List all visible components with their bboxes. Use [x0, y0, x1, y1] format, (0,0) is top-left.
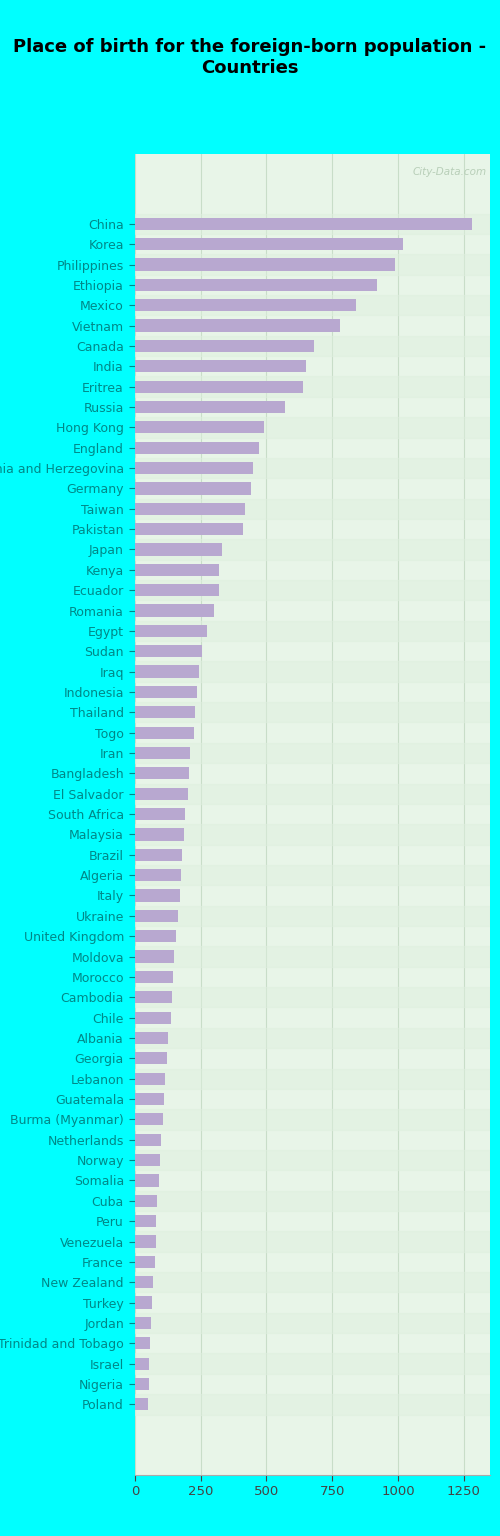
Bar — [135, 788, 188, 800]
Bar — [135, 218, 471, 230]
Bar — [135, 462, 254, 475]
Bar — [135, 214, 490, 233]
Bar — [135, 1215, 156, 1227]
Bar — [135, 300, 356, 312]
Bar — [135, 336, 490, 356]
Text: City-Data.com: City-Data.com — [412, 167, 486, 177]
Bar — [135, 418, 490, 438]
Bar — [135, 1398, 147, 1410]
Bar — [135, 1358, 150, 1370]
Bar — [135, 743, 490, 763]
Bar — [135, 849, 182, 860]
Bar — [135, 662, 490, 682]
Bar — [135, 1353, 490, 1373]
Bar — [135, 702, 490, 722]
Bar — [135, 401, 285, 413]
Bar — [135, 381, 304, 393]
Bar — [135, 808, 185, 820]
Bar — [135, 665, 200, 677]
Bar — [135, 946, 490, 966]
Bar — [135, 258, 396, 270]
Bar — [135, 1069, 490, 1089]
Bar — [135, 865, 490, 885]
Bar — [135, 1072, 165, 1084]
Bar — [135, 1114, 162, 1126]
Bar — [135, 564, 219, 576]
Bar — [135, 1094, 164, 1104]
Bar — [135, 255, 490, 275]
Bar — [135, 1276, 154, 1289]
Bar — [135, 1395, 490, 1415]
Bar — [135, 1032, 168, 1044]
Bar — [135, 707, 196, 719]
Bar — [135, 951, 174, 963]
Bar — [135, 339, 314, 352]
Bar — [135, 971, 173, 983]
Bar — [135, 544, 222, 556]
Bar — [135, 768, 189, 779]
Bar — [135, 482, 250, 495]
Bar — [135, 1012, 170, 1023]
Bar — [135, 458, 490, 478]
Bar — [135, 906, 490, 926]
Bar — [135, 502, 246, 515]
Bar — [135, 581, 490, 601]
Bar — [135, 1296, 152, 1309]
Bar — [135, 584, 219, 596]
Bar — [135, 1175, 158, 1186]
Bar — [135, 605, 214, 616]
Bar — [135, 727, 194, 739]
Text: Place of birth for the foreign-born population -
Countries: Place of birth for the foreign-born popu… — [14, 38, 486, 77]
Bar — [135, 1195, 158, 1207]
Bar — [135, 991, 172, 1003]
Bar — [135, 621, 490, 641]
Bar — [135, 1338, 150, 1350]
Bar — [135, 687, 197, 697]
Bar — [135, 889, 180, 902]
Bar — [135, 909, 178, 922]
Bar — [135, 931, 176, 942]
Bar — [135, 319, 340, 332]
Bar — [135, 238, 403, 250]
Bar — [135, 1378, 148, 1390]
Bar — [135, 1232, 490, 1252]
Bar — [135, 359, 306, 372]
Bar — [135, 828, 184, 840]
Bar — [135, 1235, 156, 1247]
Bar — [135, 421, 264, 433]
Bar — [135, 1256, 154, 1269]
Bar — [135, 1154, 160, 1166]
Bar — [135, 539, 490, 559]
Bar — [135, 524, 243, 535]
Bar — [135, 645, 202, 657]
Bar — [135, 825, 490, 845]
Bar — [135, 442, 258, 453]
Bar — [135, 1272, 490, 1292]
Bar — [135, 988, 490, 1008]
Bar — [135, 1109, 490, 1129]
Bar — [135, 625, 208, 637]
Bar — [135, 278, 377, 290]
Bar — [135, 746, 190, 759]
Bar — [135, 869, 181, 882]
Bar — [135, 295, 490, 315]
Bar — [135, 1028, 490, 1048]
Bar — [135, 1316, 152, 1329]
Bar — [135, 1190, 490, 1210]
Bar — [135, 376, 490, 396]
Bar — [135, 1052, 166, 1064]
Bar — [135, 1134, 162, 1146]
Bar — [135, 499, 490, 519]
Bar — [135, 1313, 490, 1333]
Bar — [135, 783, 490, 803]
Bar — [135, 1150, 490, 1170]
